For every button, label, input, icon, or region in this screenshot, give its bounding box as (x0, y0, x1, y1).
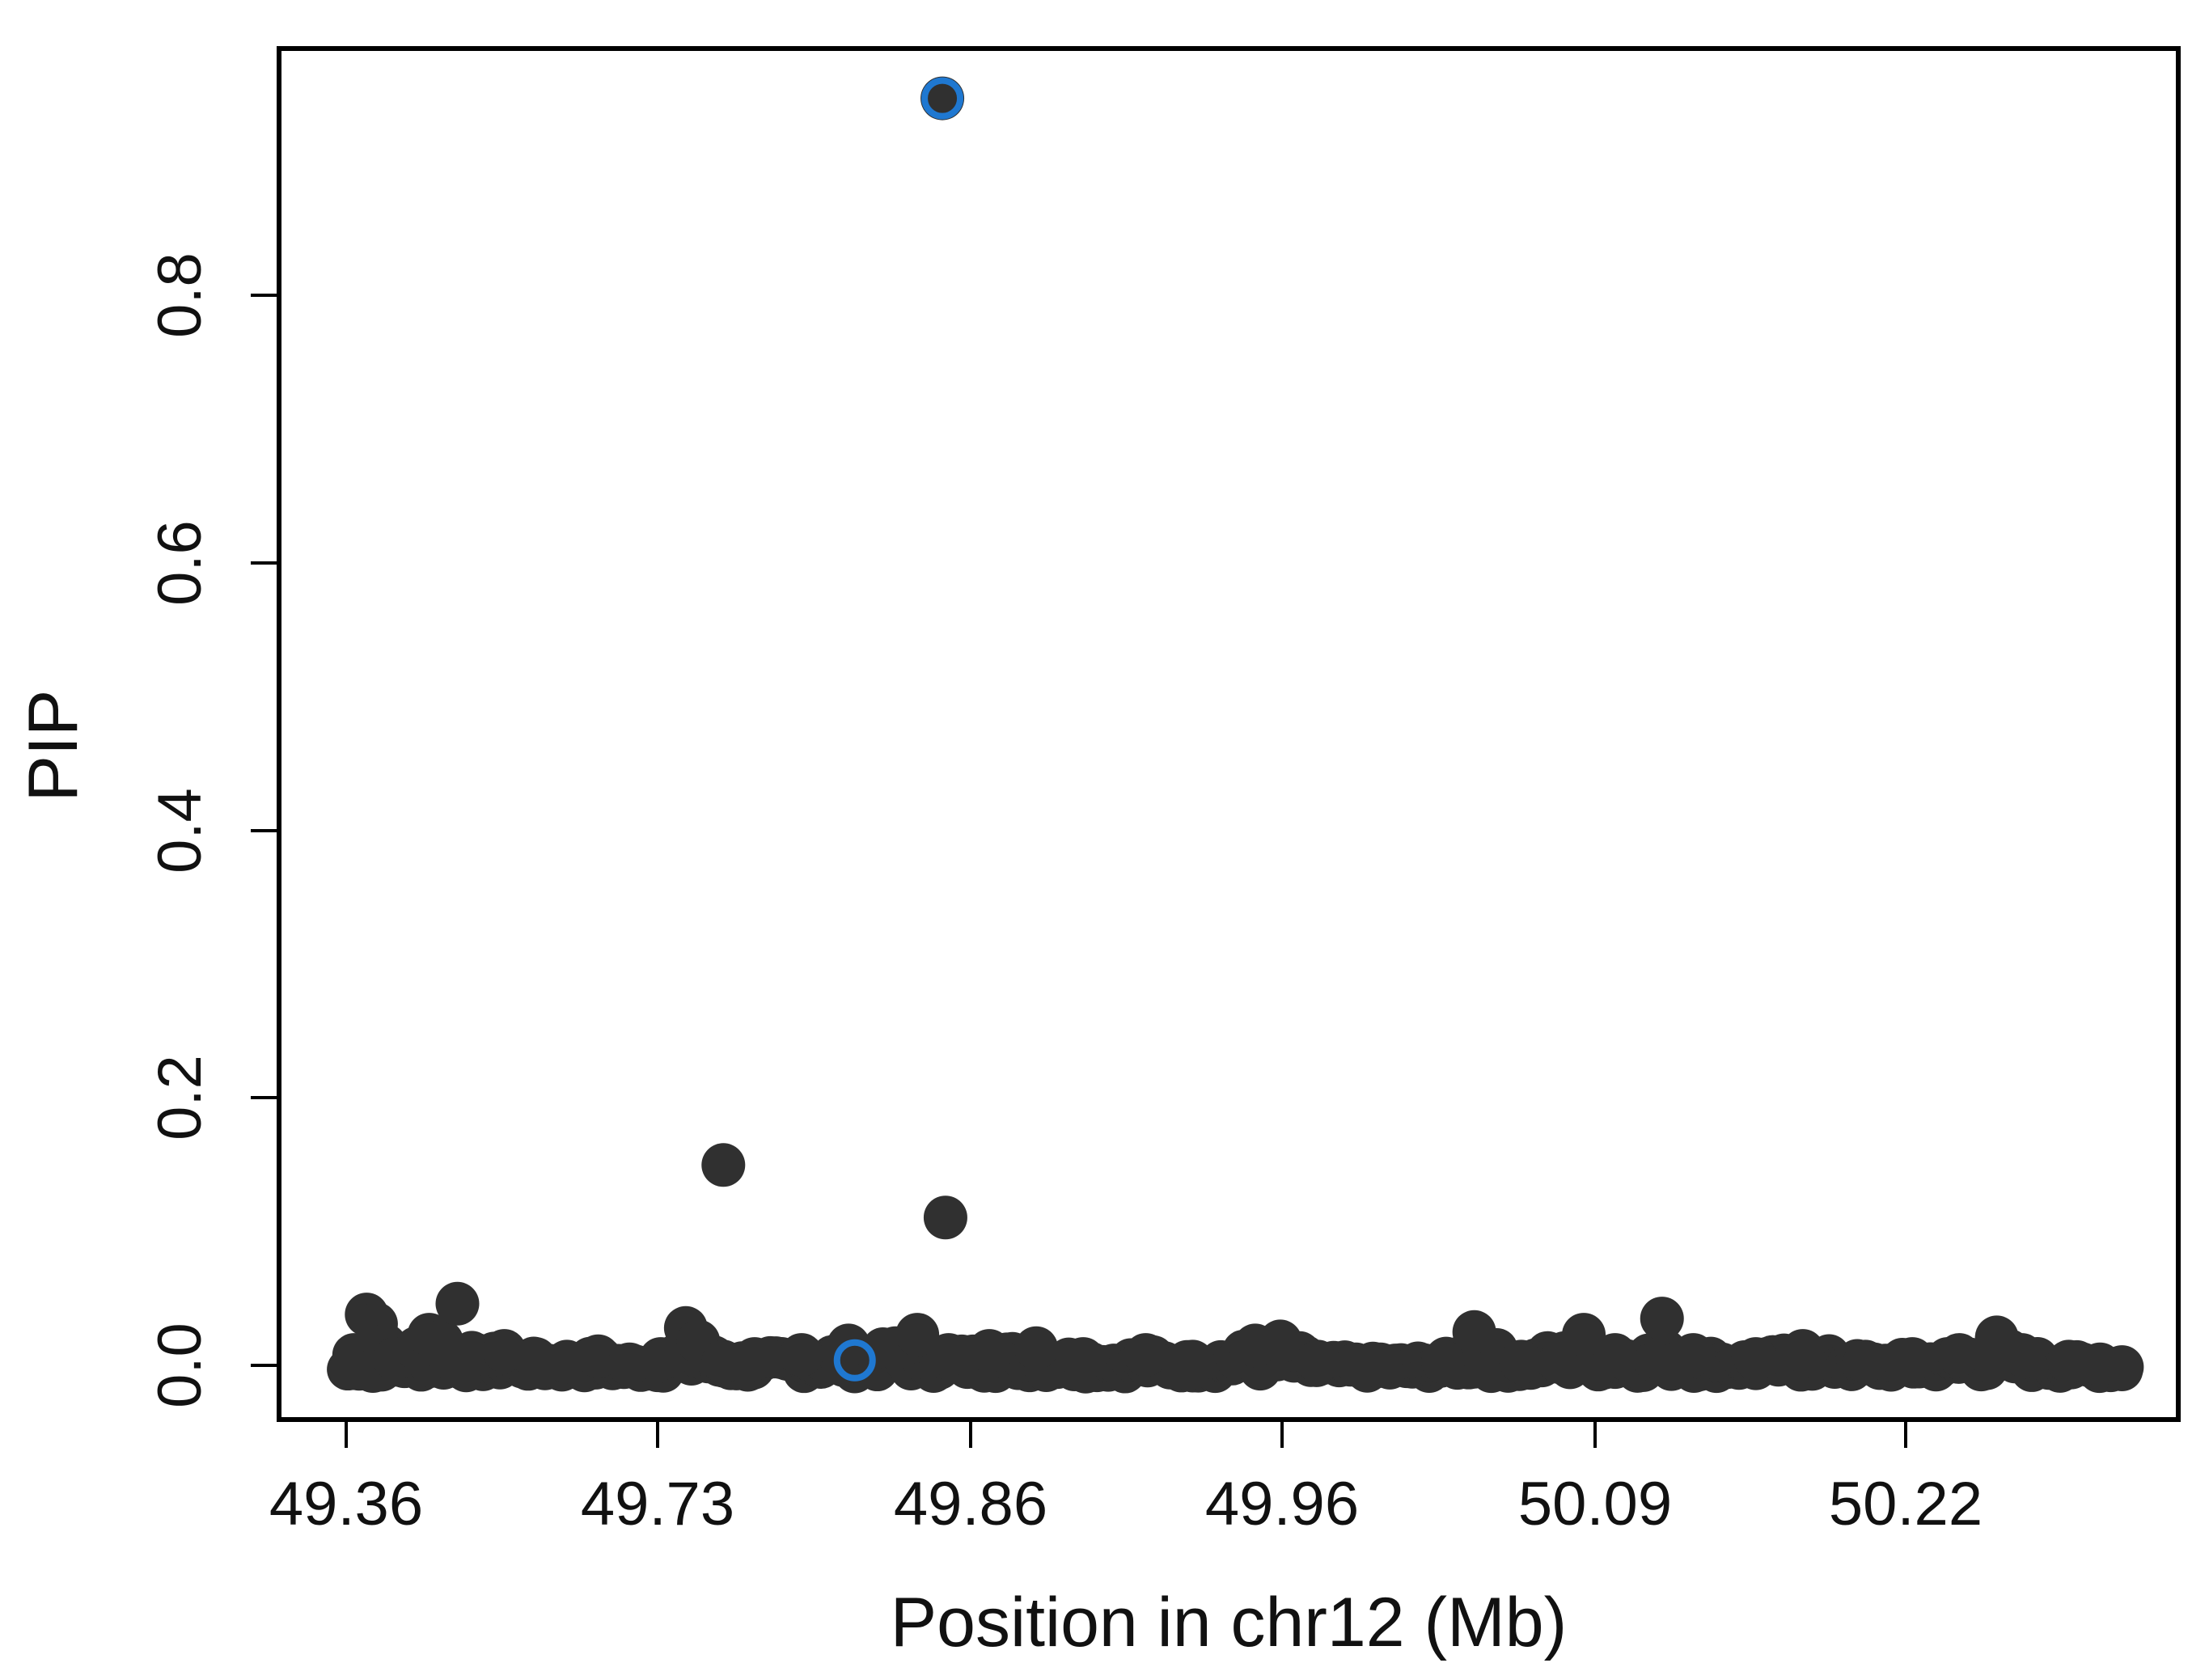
x-tick-label: 50.22 (1829, 1470, 1983, 1538)
data-point-27 (1014, 1326, 1059, 1370)
y-tick-label: 0.2 (146, 1055, 214, 1140)
data-point-41 (1671, 1333, 1716, 1377)
data-point-28 (1061, 1337, 1106, 1382)
data-point-21 (779, 1333, 823, 1377)
data-point-45 (1890, 1337, 1935, 1382)
y-tick-label: 0.8 (146, 252, 214, 338)
data-point-20 (732, 1337, 777, 1382)
data-point-33 (1296, 1339, 1340, 1384)
data-point-37 (1499, 1339, 1543, 1384)
x-tick-label: 49.36 (269, 1470, 423, 1538)
x-tick-label: 49.96 (1205, 1470, 1359, 1538)
data-point-9 (435, 1281, 480, 1326)
x-tick-label: 50.09 (1518, 1470, 1672, 1538)
data-point-19 (701, 1339, 746, 1384)
data-point-30 (1170, 1339, 1215, 1384)
data-point-36 (1452, 1310, 1496, 1354)
data-point-38 (1562, 1313, 1606, 1357)
x-axis-title: Position in chr12 (Mb) (891, 1584, 1567, 1661)
data-point-49 (2046, 1339, 2091, 1384)
data-point-32 (1258, 1319, 1302, 1364)
data-point-35 (1420, 1339, 1465, 1384)
data-point-29 (1124, 1333, 1168, 1377)
data-point-25 (926, 1333, 971, 1377)
data-point-42 (1733, 1337, 1778, 1382)
highlight-point-0 (833, 1339, 876, 1382)
data-point-52 (701, 1143, 746, 1187)
data-point-51 (2100, 1345, 2144, 1390)
y-axis-title: PIP (15, 690, 92, 802)
plot-frame (277, 46, 2181, 1422)
y-axis: 0.0 0.2 0.4 0.6 0.8 PIP (15, 252, 281, 1408)
data-point-39 (1593, 1333, 1637, 1377)
data-point-24 (895, 1313, 940, 1357)
data-point-26 (967, 1329, 1012, 1373)
y-tick-label: 0.0 (146, 1322, 214, 1408)
data-point-12 (514, 1337, 558, 1382)
data-point-34 (1358, 1342, 1403, 1386)
data-points (327, 76, 2144, 1394)
data-point-43 (1780, 1329, 1825, 1373)
data-point-40 (1640, 1297, 1684, 1341)
x-tick-label: 49.86 (894, 1470, 1047, 1538)
highlight-point-1 (921, 77, 964, 120)
data-point-46 (1937, 1333, 1982, 1377)
data-point-44 (1843, 1339, 1888, 1384)
data-point-53 (923, 1195, 967, 1240)
y-tick-label: 0.6 (146, 520, 214, 606)
data-point-48 (2000, 1333, 2044, 1377)
x-tick-label: 49.73 (581, 1470, 734, 1538)
data-point-16 (638, 1337, 683, 1382)
y-tick-label: 0.4 (146, 788, 214, 874)
x-axis: 49.36 49.73 49.86 49.96 50.09 50.22 Posi… (269, 1418, 1983, 1661)
